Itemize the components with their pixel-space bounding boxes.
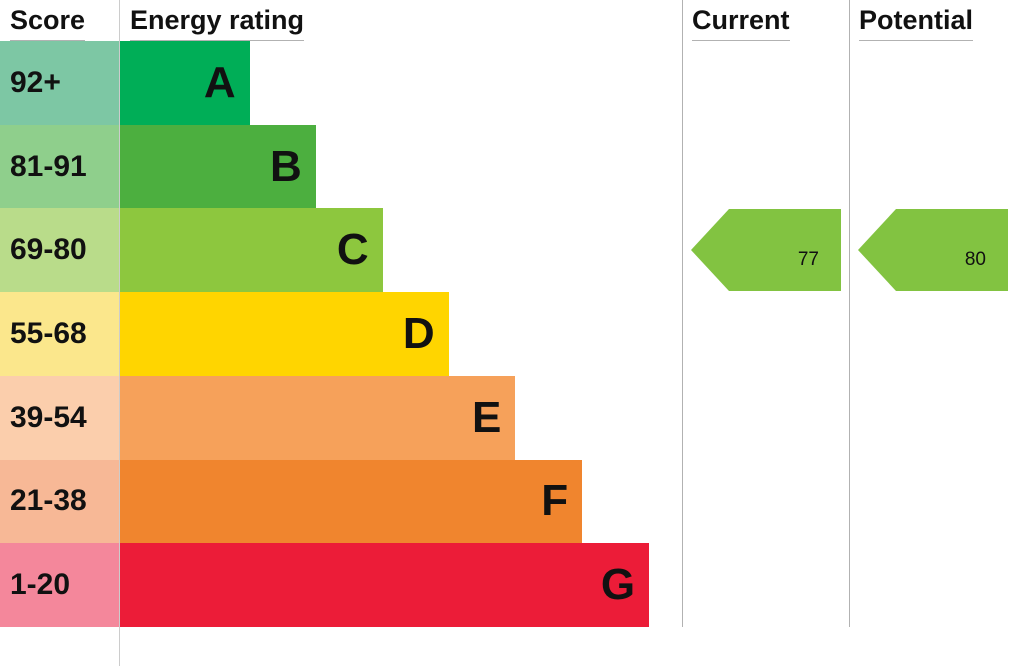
svg-text:80: 80 <box>965 249 986 270</box>
svg-text:77: 77 <box>798 249 819 270</box>
